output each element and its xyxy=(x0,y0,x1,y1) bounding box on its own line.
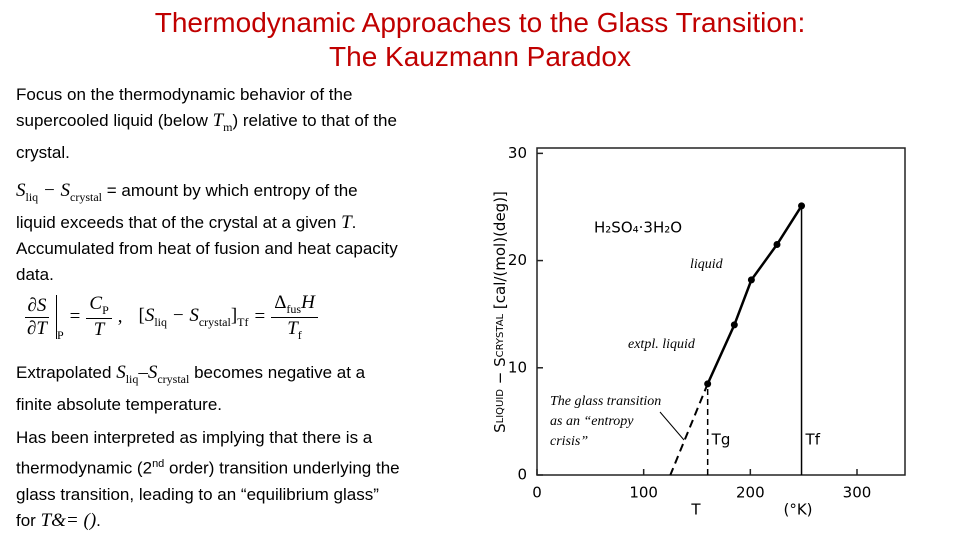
y-tick-label: 0 xyxy=(517,466,527,484)
text: becomes negative at a finite absolute te… xyxy=(16,363,366,414)
subscript: m xyxy=(223,119,233,134)
text: order) transition underlying the glass t… xyxy=(16,458,400,530)
annotation: as an “entropy xyxy=(550,414,634,429)
text: − S xyxy=(38,180,70,201)
annotation: crisis” xyxy=(550,434,588,449)
x-axis-unit: (°K) xyxy=(783,501,812,519)
annotation-arrow xyxy=(659,411,685,441)
y-tick-label: 10 xyxy=(508,358,527,376)
math: Sliq–Scrystal xyxy=(116,362,190,386)
denominator: Tf xyxy=(284,318,305,343)
numerator: ∂S xyxy=(24,295,50,318)
math: T xyxy=(341,211,352,233)
text: S xyxy=(116,362,126,383)
bracket-term: [Sliq − Scrystal]Tf xyxy=(139,305,249,330)
equals: = xyxy=(254,306,266,328)
x-tick-label: 100 xyxy=(629,484,658,502)
text: S xyxy=(144,304,155,326)
math: Tm xyxy=(212,110,233,134)
subscript: liq xyxy=(25,189,39,204)
y-tick-label: 20 xyxy=(508,251,527,269)
text: ) relative to that of the crystal. xyxy=(16,111,397,162)
subscript: Tf xyxy=(237,314,249,329)
text: T xyxy=(212,110,224,131)
fraction: ΔfusH Tf xyxy=(271,292,318,343)
math: Sliq − Scrystal xyxy=(16,180,102,204)
subscript: P xyxy=(56,327,64,342)
y-label-text: S xyxy=(491,423,509,433)
denominator: ∂T xyxy=(27,317,47,339)
text: [ xyxy=(138,304,145,326)
subscript: P xyxy=(102,303,109,318)
fraction: ∂S ∂T xyxy=(24,295,50,340)
text: C xyxy=(89,293,103,315)
y-label-text: − S xyxy=(491,357,509,389)
equals: = xyxy=(69,306,81,328)
numerator: CP xyxy=(86,293,112,320)
annotation: The glass transition xyxy=(550,394,661,409)
paragraph: Has been interpreted as implying that th… xyxy=(16,425,401,534)
y-axis-label: SLIQUID − SCRYSTAL [cal/(mol)(deg)] xyxy=(491,191,509,433)
text: = amount by which entropy of the liquid … xyxy=(16,181,358,232)
y-label-subscript: CRYSTAL xyxy=(495,313,506,357)
paragraph: Sliq − Scrystal = amount by which entrop… xyxy=(16,178,401,288)
x-tick-label: 0 xyxy=(532,484,542,502)
marker-label: Tf xyxy=(805,431,821,449)
subscript: crystal xyxy=(70,189,102,204)
y-label-subscript: LIQUID xyxy=(495,389,506,424)
text: Δ xyxy=(274,292,287,313)
text: . xyxy=(96,510,101,530)
y-label-text: [cal/(mol)(deg)] xyxy=(491,191,509,314)
numerator: ΔfusH xyxy=(271,292,318,318)
x-tick-label: 200 xyxy=(736,484,765,502)
data-point xyxy=(730,321,738,329)
x-tick-label: 300 xyxy=(843,484,872,502)
title-line: The Kauzmann Paradox xyxy=(329,41,631,72)
text: Extrapolated xyxy=(16,363,117,382)
subscript: liq xyxy=(125,371,139,386)
extrapolation xyxy=(669,383,709,476)
subscript: f xyxy=(297,327,302,342)
compound-label: H₂SO₄·3H₂O xyxy=(594,219,682,237)
math: T xyxy=(40,509,52,531)
subscript: fus xyxy=(286,301,302,316)
text: Has been interpreted as implying that th… xyxy=(16,428,373,478)
subscript: crystal xyxy=(198,314,231,329)
denominator: T xyxy=(93,319,105,341)
paragraph: Extrapolated Sliq–Scrystal becomes negat… xyxy=(16,360,401,418)
curve xyxy=(706,205,803,385)
text: . Accumulated from heat of fusion and he… xyxy=(16,212,398,284)
text: − S xyxy=(167,304,199,326)
marker-label: Tg xyxy=(711,431,731,449)
eval-bar xyxy=(55,295,57,340)
x-axis-label: T xyxy=(690,501,701,519)
series-label: liquid xyxy=(690,257,724,272)
text: –S xyxy=(138,362,158,383)
extrapolation-label: extpl. liquid xyxy=(628,337,696,352)
text: Focus on the thermodynamic behavior of t… xyxy=(16,85,353,130)
y-tick-label: 30 xyxy=(508,144,527,162)
subscript: crystal xyxy=(157,371,190,386)
text: ] xyxy=(230,304,238,326)
math: &= () xyxy=(51,509,97,531)
data-point xyxy=(773,240,781,248)
plot-frame xyxy=(536,147,906,476)
title-line: Thermodynamic Approaches to the Glass Tr… xyxy=(154,7,806,38)
text: T xyxy=(287,317,298,339)
paragraph: Focus on the thermodynamic behavior of t… xyxy=(16,82,401,166)
superscript: nd xyxy=(152,458,165,470)
data-point xyxy=(747,276,755,284)
slide-title: Thermodynamic Approaches to the Glass Tr… xyxy=(0,6,960,74)
subscript: liq xyxy=(154,314,167,329)
separator: , xyxy=(117,306,123,328)
fraction: CP T xyxy=(86,293,112,341)
equation: ∂S ∂T P = CP T , [Sliq − Scrystal]Tf = Δfu… xyxy=(24,292,318,343)
text: S xyxy=(16,180,26,201)
text: H xyxy=(301,292,315,313)
